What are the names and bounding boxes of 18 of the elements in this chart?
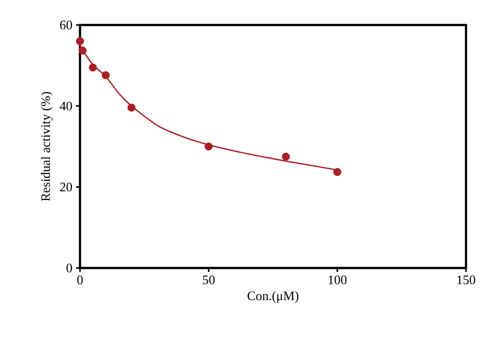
point [204, 142, 213, 150]
point [88, 64, 97, 72]
point [333, 168, 342, 176]
x-tick-label: 150 [457, 276, 476, 284]
y-tick-label: 0 [66, 264, 72, 272]
y-axis-title: Residual activity (%) [40, 92, 53, 202]
x-tick-label: 100 [328, 276, 347, 284]
point [282, 152, 290, 161]
x-tick-label: 50 [202, 276, 215, 284]
point [127, 104, 136, 112]
y-tick-label: 60 [60, 20, 72, 30]
x-tick-label: 0 [77, 276, 83, 284]
y-tick-label: 20 [60, 182, 72, 192]
x-axis-title: Con.(μM) [248, 291, 298, 303]
point [76, 37, 84, 46]
y-tick-label: 40 [60, 102, 72, 110]
point [102, 71, 110, 80]
point [78, 46, 87, 55]
